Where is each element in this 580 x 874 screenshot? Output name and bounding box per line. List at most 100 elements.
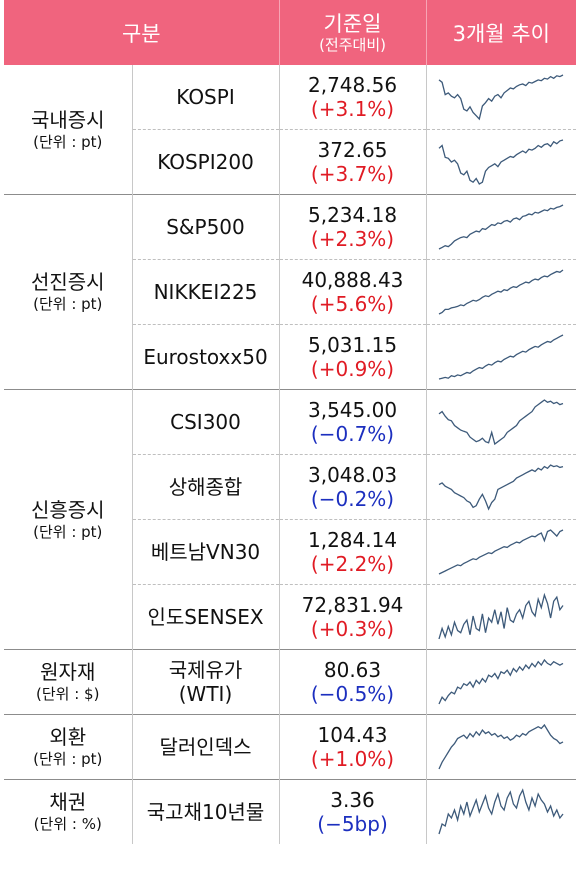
value-cell: 5,031.15 (+0.9%) [279,324,427,390]
weekly-change: (+2.3%) [310,227,395,251]
index-value: 80.63 [323,658,382,682]
group-label-cell: 신흥증시 (단위 : pt) [4,389,133,650]
sparkline-line [438,399,564,446]
weekly-change: (+3.7%) [310,162,395,186]
sparkline-chart [438,658,564,705]
value-cell: 40,888.43 (+5.6%) [279,259,427,325]
value-cell: 72,831.94 (+0.3%) [279,584,427,650]
weekly-change: (+3.1%) [310,97,395,121]
weekly-change: (+0.9%) [310,357,395,381]
group-unit: (단위 : $) [36,685,100,703]
group-label: 선진증시 [30,270,105,294]
sparkline-chart [438,74,564,121]
weekly-change: (+1.0%) [310,747,395,771]
sparkline-chart [438,269,564,315]
index-name: 베트남VN30 [150,540,261,564]
sparkline-line [438,139,564,185]
value-cell: 3,048.03 (−0.2%) [279,454,427,520]
index-value: 1,284.14 [307,528,398,552]
index-value: 3,545.00 [307,398,398,422]
group-unit: (단위 : pt) [33,522,103,541]
trend-cell [426,194,577,260]
group-unit: (단위 : pt) [33,750,103,768]
index-name: S&P500 [166,215,245,239]
sparkline-line [438,788,564,835]
sparkline-line [438,204,564,250]
group-label-cell: 채권 (단위 : %) [4,779,133,844]
header-base-date: 기준일 (전주대비) [278,0,427,65]
weekly-change: (−0.7%) [310,422,395,446]
index-name-cell: 인도SENSEX [132,584,280,650]
index-name-cell: 달러인덱스 [132,714,280,780]
trend-cell [426,389,577,455]
index-name-cell: KOSPI [132,65,280,130]
group-label-cell: 국내증시 (단위 : pt) [4,65,133,195]
sparkline-line [438,464,564,511]
sparkline-chart [438,788,564,835]
index-name-cell: KOSPI200 [132,129,280,195]
index-value: 40,888.43 [301,268,404,292]
weekly-change: (−0.5%) [310,682,395,706]
sparkline-line [438,269,564,315]
header-trend: 3개월 추이 [425,0,577,65]
weekly-change: (+0.3%) [310,617,395,641]
index-name: KOSPI [176,85,235,109]
sparkline-chart [438,592,564,640]
sparkline-chart [438,723,564,770]
index-value: 5,234.18 [307,203,398,227]
sparkline-line [438,658,564,705]
value-cell: 372.65 (+3.7%) [279,129,427,195]
index-value: 2,748.56 [307,73,398,97]
group-unit: (단위 : pt) [33,295,103,313]
sparkline-line [438,529,564,575]
trend-cell [426,259,577,325]
trend-cell [426,454,577,520]
value-cell: 2,748.56 (+3.1%) [279,65,427,130]
sparkline-chart [438,529,564,575]
trend-cell [426,649,577,715]
index-name-cell: Eurostoxx50 [132,324,280,390]
table-row: 채권 (단위 : %) 국고채10년물 3.36 (−5bp) [4,779,577,844]
group-label: 국내증시 [30,107,105,132]
table-row: 신흥증시 (단위 : pt) CSI300 3,545.00 (−0.7%) [4,389,577,650]
index-name: KOSPI200 [157,150,254,174]
value-cell: 104.43 (+1.0%) [279,714,427,780]
index-name: CSI300 [170,410,241,434]
index-value: 5,031.15 [307,333,398,357]
sparkline-chart [438,204,564,250]
table-row: 상해종합 3,048.03 (−0.2%) [4,454,577,520]
index-name: NIKKEI225 [153,280,258,304]
group-label: 외환 [49,725,87,749]
table-row: 선진증시 (단위 : pt) S&P500 5,234.18 (+2.3%) [4,194,577,390]
index-name: 달러인덱스 [159,735,252,759]
sparkline-line [438,74,564,121]
index-name: 국고채10년물 [146,800,265,824]
table-row: KOSPI200 372.65 (+3.7%) [4,129,577,195]
group-unit: (단위 : %) [33,815,102,833]
trend-cell [426,584,577,650]
value-cell: 80.63 (−0.5%) [279,649,427,715]
index-value: 72,831.94 [301,593,404,617]
table-row: 외환 (단위 : pt) 달러인덱스 104.43 (+1.0%) [4,714,577,780]
table-row: Eurostoxx50 5,031.15 (+0.9%) [4,324,577,390]
sparkline-chart [438,139,564,185]
index-name-cell: NIKKEI225 [132,259,280,325]
weekly-change: (−0.2%) [310,487,395,511]
index-value: 372.65 [317,138,388,162]
group-label-cell: 원자재 (단위 : $) [4,649,133,715]
value-cell: 3.36 (−5bp) [279,779,427,844]
header-category: 구분 [4,0,280,65]
group-label: 채권 [49,790,87,814]
trend-cell [426,714,577,780]
table-row: 인도SENSEX 72,831.94 (+0.3%) [4,584,577,650]
trend-cell [426,324,577,390]
index-name-cell: 국제유가 (WTI) [132,649,280,715]
index-name-cell: CSI300 [132,389,280,455]
index-name: 상해종합 [168,475,243,499]
trend-cell [426,129,577,195]
table-row: NIKKEI225 40,888.43 (+5.6%) [4,259,577,325]
trend-cell [426,779,577,844]
index-value: 3,048.03 [307,463,398,487]
sparkline-chart [439,334,564,380]
index-value: 3.36 [330,788,375,812]
